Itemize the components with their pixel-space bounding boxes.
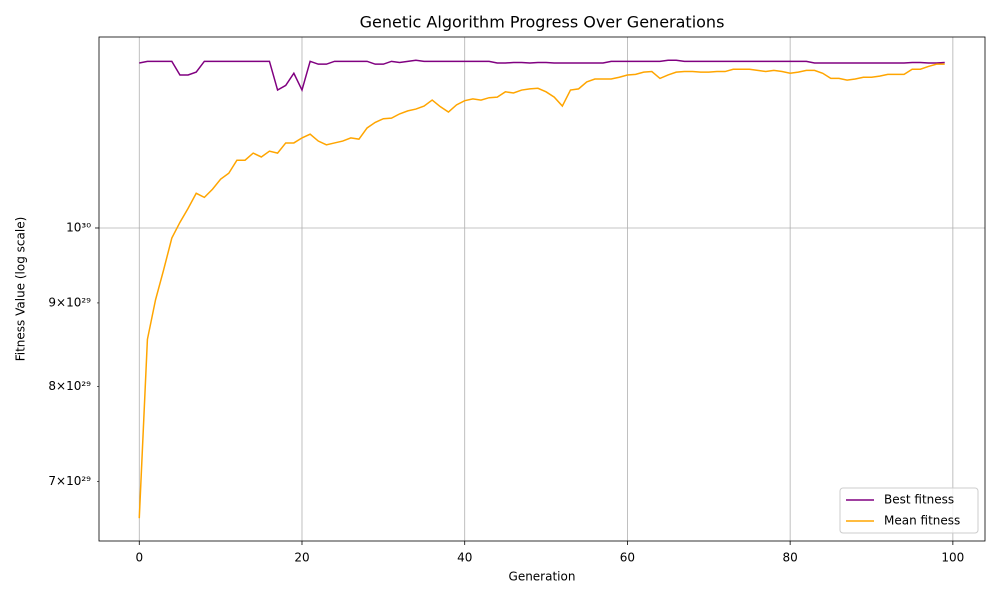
x-tick-label: 20 xyxy=(294,551,309,565)
series-line xyxy=(139,59,945,93)
legend-box xyxy=(839,487,979,534)
y-minor-tick-label: 9×10²⁹ xyxy=(48,295,91,309)
x-tick-label: 80 xyxy=(783,551,798,565)
legend-label: Best fitness xyxy=(884,493,954,507)
y-tick-label: 10³⁰ xyxy=(66,220,91,234)
x-tick-label: 0 xyxy=(135,551,143,565)
x-tick-label: 40 xyxy=(457,551,472,565)
legend-label: Mean fitness xyxy=(884,514,960,528)
x-axis-label: Generation xyxy=(509,570,576,584)
y-axis-label: Fitness Value (log scale) xyxy=(14,217,28,362)
x-tick-label: 100 xyxy=(941,551,964,565)
series-line xyxy=(138,63,945,519)
y-minor-tick-label: 8×10²⁹ xyxy=(48,379,91,393)
y-minor-tick-label: 7×10²⁹ xyxy=(48,474,91,488)
x-tick-label: 60 xyxy=(620,551,635,565)
axes-frame xyxy=(98,36,986,542)
chart-title: Genetic Algorithm Progress Over Generati… xyxy=(360,13,725,32)
